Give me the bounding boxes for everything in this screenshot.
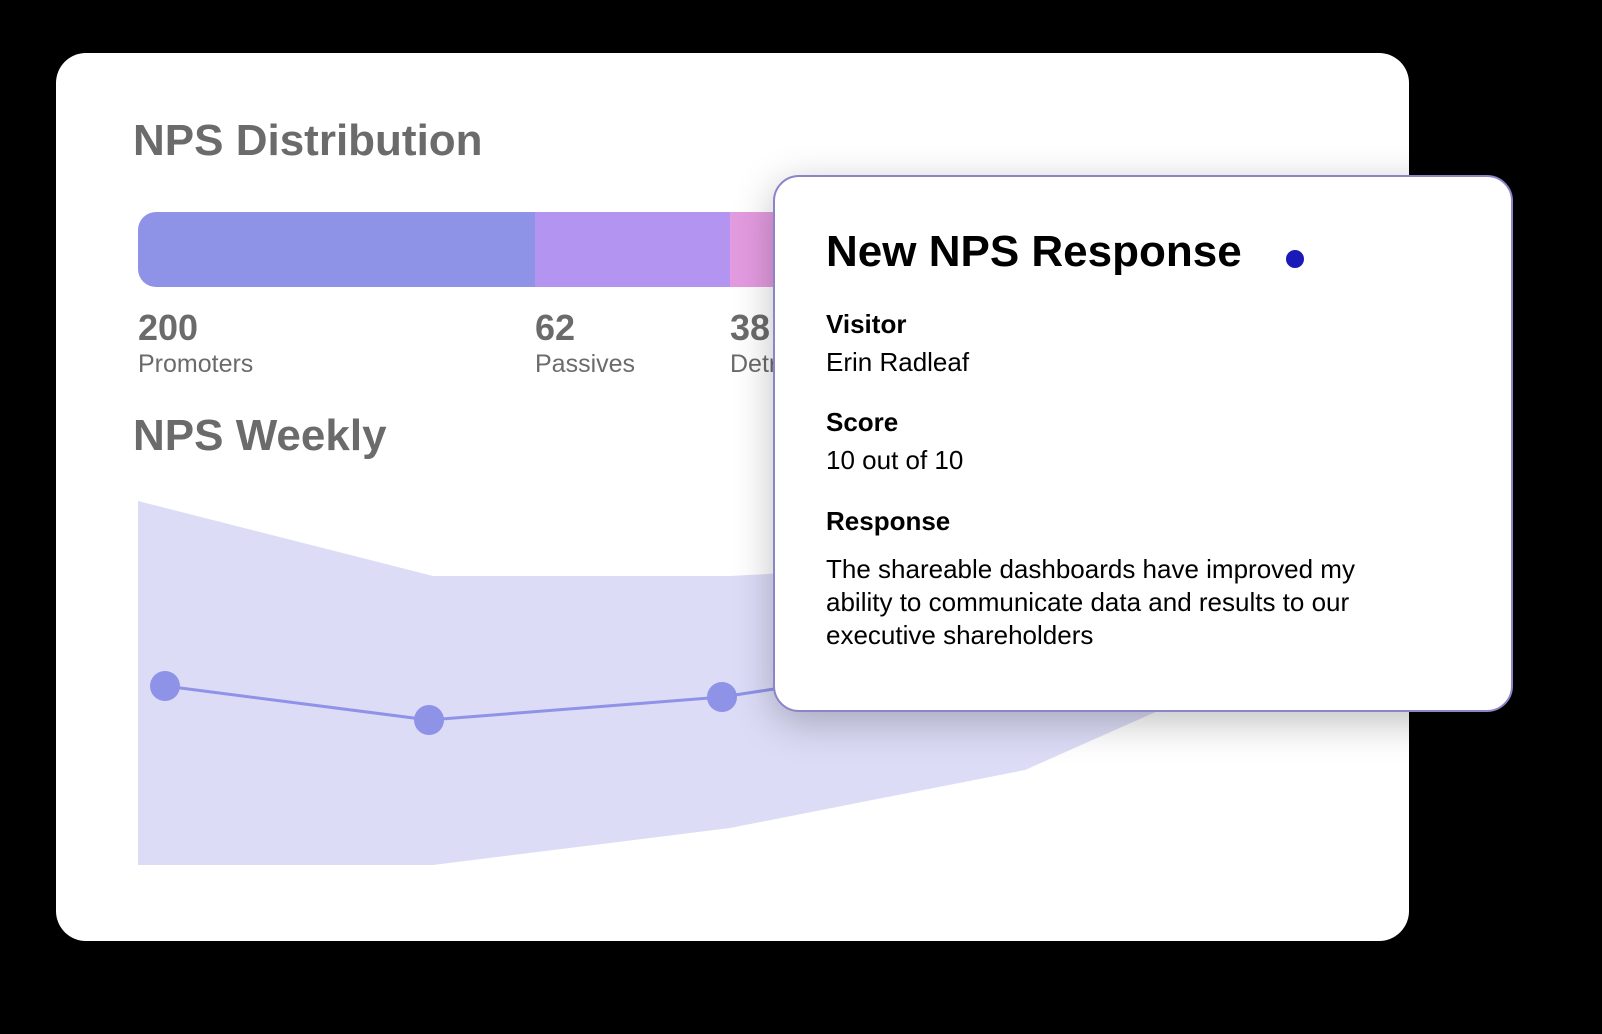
- segment-value: 38: [730, 307, 771, 348]
- field-text: 10 out of 10: [826, 445, 964, 475]
- field-text: The shareable dashboards have improved m…: [826, 554, 1355, 650]
- promoters-segment: [138, 212, 535, 287]
- passives-segment: [535, 212, 730, 287]
- segment-label: Passives: [535, 350, 636, 378]
- section-title: NPS Weekly: [133, 411, 387, 460]
- weekly-point: [414, 705, 444, 735]
- weekly-point: [150, 671, 180, 701]
- segment-label: Promoters: [138, 350, 254, 378]
- weekly-point: [707, 682, 737, 712]
- field-label: Response: [826, 506, 951, 536]
- section-title: NPS Distribution: [133, 116, 483, 165]
- response-popup: New NPS Response Visitor Erin Radleaf Sc…: [773, 175, 1513, 712]
- weekly-line: [164, 683, 801, 722]
- segment-value: 200: [138, 307, 199, 348]
- field-label: Visitor: [826, 309, 907, 339]
- field-label: Score: [826, 407, 899, 437]
- popup-title: New NPS Response: [826, 227, 1242, 276]
- segment-value: 62: [535, 307, 576, 348]
- status-dot: [1286, 250, 1304, 268]
- field-text: Erin Radleaf: [826, 347, 970, 377]
